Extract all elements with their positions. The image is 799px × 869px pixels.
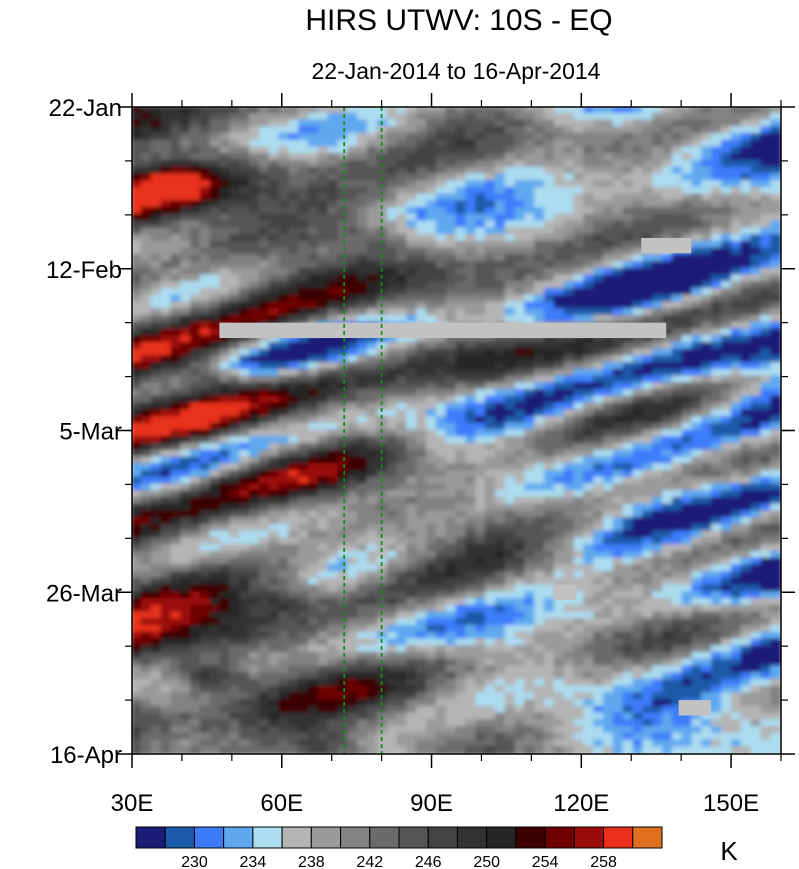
reference-lines bbox=[343, 107, 383, 754]
colorbar-swatch bbox=[164, 826, 195, 849]
missing-data-patch bbox=[219, 322, 667, 339]
colorbar-swatch bbox=[281, 826, 312, 849]
colorbar-swatch bbox=[340, 826, 371, 849]
colorbar-label: 230 bbox=[181, 854, 208, 869]
colorbar-label: 234 bbox=[240, 854, 267, 869]
missing-data-patch bbox=[641, 237, 692, 254]
colorbar-swatch bbox=[252, 826, 283, 849]
x-tick-label: 60E bbox=[260, 790, 303, 817]
colorbar-swatch bbox=[603, 826, 634, 849]
y-tick-label: 12-Feb bbox=[46, 257, 122, 284]
colorbar-label: 258 bbox=[590, 854, 617, 869]
x-tick-label: 150E bbox=[703, 790, 759, 817]
colorbar-units: K bbox=[720, 836, 738, 866]
y-tick-label: 5-Mar bbox=[59, 419, 122, 446]
colorbar-swatch bbox=[427, 826, 458, 849]
x-tick-label: 90E bbox=[410, 790, 453, 817]
y-tick-label: 16-Apr bbox=[50, 742, 122, 769]
field-cells bbox=[132, 107, 781, 754]
colorbar: 230 234 238 242 246 250 254 258 bbox=[135, 826, 663, 869]
colorbar-label: 246 bbox=[415, 854, 442, 869]
colorbar-swatch bbox=[486, 826, 517, 849]
colorbar-swatch bbox=[515, 826, 546, 849]
x-tick-label: 30E bbox=[111, 790, 154, 817]
colorbar-swatch bbox=[544, 826, 575, 849]
colorbar-label: 254 bbox=[532, 854, 559, 869]
chart-subtitle: 22-Jan-2014 to 16-Apr-2014 bbox=[312, 58, 601, 84]
colorbar-swatch bbox=[632, 826, 663, 849]
axes: 30E 60E 90E 120E 150E 22-Jan 12-Feb 5-Mar 26-Mar… bbox=[46, 93, 795, 817]
y-tick-label: 26-Mar bbox=[46, 580, 122, 607]
x-tick-label: 120E bbox=[553, 790, 609, 817]
plot-area bbox=[132, 107, 781, 754]
y-tick-label: 22-Jan bbox=[49, 95, 122, 122]
colorbar-swatch bbox=[573, 826, 605, 849]
colorbar-swatch bbox=[223, 826, 254, 849]
colorbar-label: 242 bbox=[356, 854, 383, 869]
colorbar-swatch bbox=[456, 826, 488, 849]
colorbar-label: 250 bbox=[473, 854, 500, 869]
colorbar-swatch bbox=[193, 826, 225, 849]
utwv-field bbox=[132, 107, 781, 754]
colorbar-swatch bbox=[369, 826, 400, 849]
colorbar-label: 238 bbox=[298, 854, 325, 869]
colorbar-swatch bbox=[310, 826, 342, 849]
missing-data-patch bbox=[678, 700, 712, 716]
missing-data-patches bbox=[219, 237, 712, 716]
chart-title: HIRS UTWV: 10S - EQ bbox=[305, 4, 612, 37]
colorbar-swatch bbox=[135, 826, 166, 849]
colorbar-swatch bbox=[398, 826, 429, 849]
missing-data-patch bbox=[553, 584, 577, 600]
